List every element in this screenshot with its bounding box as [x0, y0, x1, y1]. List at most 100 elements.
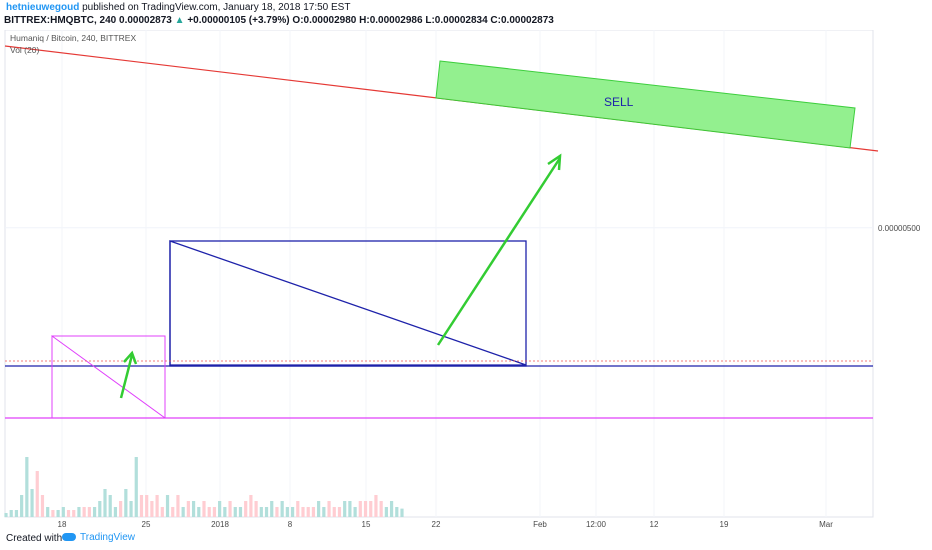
- time-axis[interactable]: 18 25 2018 8 15 22 Feb 12:00 12 19 Mar: [58, 520, 834, 529]
- volume-bar: [301, 507, 305, 517]
- volume-bar: [9, 510, 13, 517]
- volume-bar: [290, 507, 295, 517]
- volume-bar: [35, 471, 39, 517]
- price-chart[interactable]: SELL Humaniq / Bitcoin, 240, BITTREX Vol…: [0, 30, 932, 530]
- time-tick-label: Feb: [533, 520, 547, 529]
- volume-bar: [369, 501, 373, 517]
- time-tick-label: 15: [362, 520, 371, 529]
- created-with-label: Created with: [6, 533, 63, 544]
- volume-bar: [191, 501, 196, 517]
- volume-bar: [124, 489, 128, 517]
- volume-bar: [14, 510, 19, 517]
- volume-bar: [51, 510, 55, 517]
- high-value: 0.00002986: [369, 15, 423, 26]
- volume-bar: [332, 507, 336, 517]
- volume-bar: [400, 508, 404, 517]
- time-tick-label: 2018: [211, 520, 229, 529]
- volume-bar: [343, 501, 347, 517]
- volume-bar: [103, 489, 107, 517]
- time-tick-label: 25: [142, 520, 151, 529]
- price-change: +0.00000105 (+3.79%): [187, 15, 290, 26]
- high-label: H:: [359, 15, 370, 26]
- volume-bar: [322, 507, 326, 517]
- volume-bar: [233, 507, 237, 517]
- volume-bar: [186, 501, 190, 517]
- symbol-label: BITTREX:HMQBTC, 240: [4, 15, 117, 26]
- volume-bar: [275, 507, 279, 517]
- volume-bar: [87, 507, 91, 517]
- volume-bar: [98, 501, 102, 517]
- low-value: 0.00002834: [434, 15, 488, 26]
- volume-bar: [327, 501, 331, 517]
- volume-bar: [358, 501, 362, 517]
- volume-bar: [46, 507, 50, 517]
- breakout-arrow-large[interactable]: [436, 153, 562, 346]
- volume-bar: [181, 507, 185, 517]
- tradingview-brand[interactable]: TradingView: [62, 532, 135, 543]
- volume-bar: [317, 501, 321, 517]
- volume-bar: [82, 507, 86, 517]
- volume-bar: [197, 507, 201, 517]
- volume-bar: [353, 507, 357, 517]
- close-value: 0.00002873: [500, 15, 554, 26]
- volume-bar: [374, 495, 378, 517]
- volume-bar: [92, 507, 97, 517]
- volume-bar: [395, 507, 399, 517]
- close-label: C:: [490, 15, 501, 26]
- open-value: 0.00002980: [303, 15, 357, 26]
- volume-bar: [66, 510, 71, 517]
- volume-bar: [25, 457, 29, 517]
- publish-info: hetnieuwegoud published on TradingView.c…: [6, 2, 350, 13]
- open-label: O:: [292, 15, 304, 26]
- volume-legend: Vol (20): [10, 45, 39, 55]
- volume-bar: [119, 501, 123, 517]
- tradingview-brand-label: TradingView: [80, 532, 136, 543]
- volume-bar: [113, 507, 118, 517]
- author-link[interactable]: hetnieuwegoud: [6, 2, 80, 13]
- footer: Created with TradingView: [0, 530, 932, 550]
- gridlines: [5, 30, 873, 517]
- time-tick-label: 19: [720, 520, 729, 529]
- volume-bar: [171, 507, 175, 517]
- volume-bar: [379, 501, 383, 517]
- breakout-arrow-small[interactable]: [119, 350, 138, 399]
- symbol-info: BITTREX:HMQBTC, 240 0.00002873 ▲ +0.0000…: [4, 15, 554, 26]
- volume-bar: [150, 501, 154, 517]
- sell-label: SELL: [604, 95, 634, 109]
- volume-bar: [280, 501, 284, 517]
- volume-bar: [254, 501, 258, 517]
- volume-bar: [40, 495, 45, 517]
- price-axis[interactable]: 0.000080000.000075000.000070000.00006500…: [878, 30, 921, 233]
- volume-bar: [139, 495, 144, 517]
- tradingview-cloud-icon: [62, 533, 76, 542]
- volume-bar: [77, 507, 81, 517]
- volume-bar: [165, 495, 170, 517]
- volume-bar: [337, 507, 342, 517]
- volume-bar: [176, 495, 180, 517]
- volume-bar: [202, 501, 206, 517]
- volume-bar: [348, 501, 352, 517]
- price-tick-label: 0.00000500: [878, 224, 921, 233]
- volume-bar: [264, 507, 269, 517]
- volume-bar: [285, 507, 289, 517]
- volume-bar: [145, 495, 149, 517]
- time-tick-label: Mar: [819, 520, 833, 529]
- chart-header: hetnieuwegoud published on TradingView.c…: [0, 0, 932, 30]
- volume-bar: [270, 501, 274, 517]
- volume-bar: [363, 501, 368, 517]
- volume-bar: [218, 501, 222, 517]
- volume-bar: [207, 507, 211, 517]
- volume-bar: [389, 501, 394, 517]
- time-tick-label: 8: [288, 520, 293, 529]
- volume-bar: [72, 510, 76, 517]
- volume-bar: [228, 501, 232, 517]
- time-tick-label: 18: [58, 520, 67, 529]
- volume-bars: [4, 457, 404, 517]
- sell-zone[interactable]: [435, 60, 856, 149]
- volume-bar: [384, 507, 388, 517]
- volume-bar: [223, 507, 227, 517]
- volume-bar: [244, 501, 248, 517]
- time-tick-label: 12: [650, 520, 659, 529]
- volume-bar: [30, 489, 34, 517]
- volume-bar: [238, 507, 243, 517]
